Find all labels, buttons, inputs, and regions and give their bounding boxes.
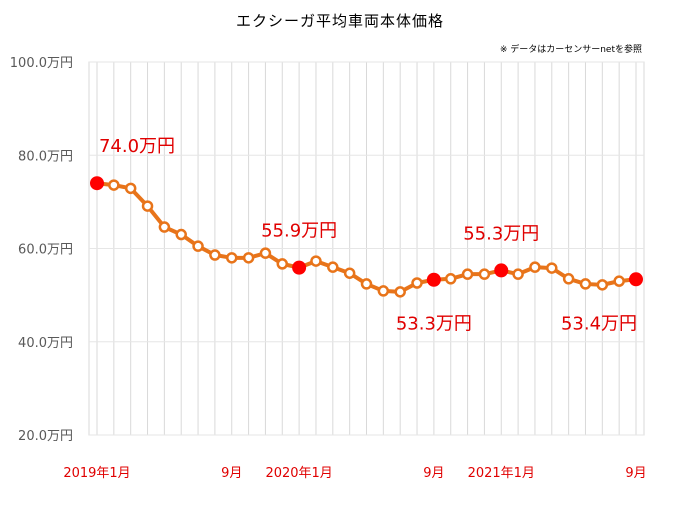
chart-title: エクシーガ平均車両本体価格 [236,12,444,30]
data-point [461,268,474,280]
data-point [579,278,592,290]
data-point [242,252,255,264]
data-point [546,262,558,274]
x-tick-label: 9月 [625,466,646,481]
y-tick-label: 40.0万円 [18,336,73,351]
data-point [360,278,373,290]
data-point [343,267,356,279]
data-point [613,275,625,287]
data-label: 53.4万円 [561,313,637,334]
data-point [141,200,154,212]
x-tick-label: 2020年1月 [265,466,332,481]
data-point [512,268,524,280]
data-point [310,255,322,267]
data-point [327,261,339,273]
data-label: 74.0万円 [99,136,175,157]
x-tick-label: 2021年1月 [468,466,535,481]
data-point [478,268,491,280]
highlight-point [292,260,307,275]
highlight-point [90,176,104,191]
data-point [158,221,171,233]
data-point [444,273,457,285]
data-point [209,249,221,261]
data-point [411,277,423,289]
data-point [276,258,289,270]
data-point [394,286,406,298]
data-point [596,279,609,291]
data-label: 55.3万円 [463,223,539,244]
data-point [226,252,238,264]
data-label: 55.9万円 [261,221,337,242]
y-tick-label: 100.0万円 [10,56,73,71]
data-point [259,247,272,259]
y-tick-label: 80.0万円 [18,149,73,164]
y-tick-label: 20.0万円 [18,429,73,444]
data-point [529,261,541,273]
x-tick-label: 2019年1月 [63,466,130,481]
data-point [377,285,390,297]
highlight-point [629,272,643,287]
x-tick-label: 9月 [221,466,242,481]
data-point [175,228,187,241]
y-tick-label: 60.0万円 [18,243,73,258]
source-note: ※ データはカーセンサーnetを参照 [500,43,642,55]
highlight-point [494,263,509,278]
highlight-point [426,272,441,287]
data-point [192,240,204,252]
data-point [108,179,120,191]
data-point [124,182,137,195]
data-label: 53.3万円 [396,314,472,335]
x-tick-label: 9月 [423,466,444,481]
data-point [562,273,575,285]
